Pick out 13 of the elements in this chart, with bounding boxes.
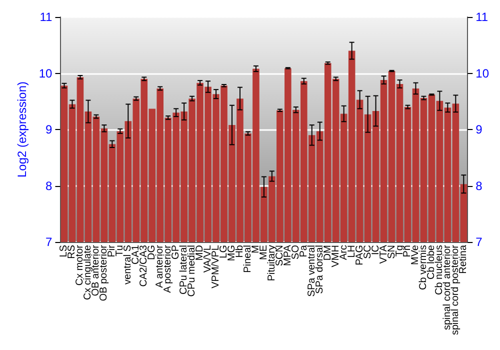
y-tick-label: 10 <box>38 66 53 80</box>
y-axis-title: Log2 (expression) <box>15 81 29 178</box>
y-tick-label: 8 <box>46 178 53 193</box>
y-tick-label: 11 <box>40 10 53 24</box>
y-tick-label: 7 <box>46 235 53 249</box>
x-tick-label: Tg <box>394 245 406 257</box>
x-tick-label: Retina <box>458 244 470 274</box>
y-tick-label: 9 <box>46 122 53 136</box>
y2-tick-label: 11 <box>476 10 488 24</box>
y2-tick-label: 10 <box>476 66 490 80</box>
y2-tick-label: 7 <box>476 235 483 249</box>
y2-tick-label: 9 <box>476 122 483 136</box>
y2-tick-label: 8 <box>476 178 483 193</box>
